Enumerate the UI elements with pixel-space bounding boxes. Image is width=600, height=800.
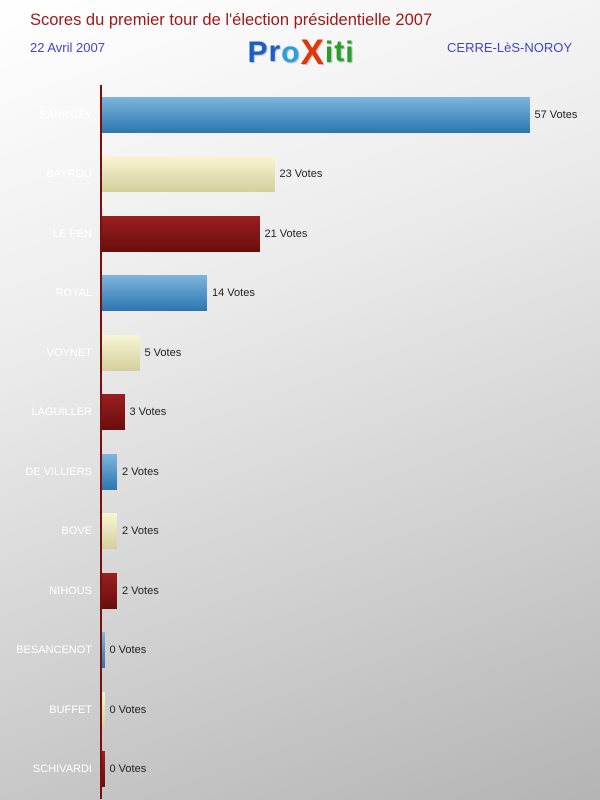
logo-letter: X <box>300 33 325 72</box>
bar-area: 23 Votes <box>100 144 600 204</box>
chart-row: DE VILLIERS 2 Votes <box>0 442 600 502</box>
vote-bar <box>102 394 125 431</box>
vote-count-label: 14 Votes <box>212 287 255 300</box>
bar-area: 2 Votes <box>100 442 600 502</box>
vote-count-label: 2 Votes <box>122 584 159 597</box>
candidate-label: BOVE <box>61 525 92 538</box>
chart-row: ROYAL 14 Votes <box>0 263 600 323</box>
logo-letter: P <box>247 36 269 69</box>
bar-area: 0 Votes <box>100 620 600 680</box>
vote-count-label: 21 Votes <box>264 227 308 240</box>
date-cell: 22 Avril 2007 <box>30 39 247 57</box>
logo-letter: i <box>345 36 355 69</box>
bar-area: 0 Votes <box>100 739 600 799</box>
bar-area: 5 Votes <box>100 323 600 383</box>
vote-count-label: 0 Votes <box>109 644 147 657</box>
candidate-label: ROYAL <box>55 287 92 300</box>
chart-row: SARKOZY 57 Votes <box>0 85 600 145</box>
bar-area: 21 Votes <box>100 204 600 264</box>
vote-bar <box>102 156 275 193</box>
bar-area: 0 Votes <box>100 680 600 740</box>
candidate-label: SCHIVARDI <box>32 763 92 776</box>
vote-count-label: 5 Votes <box>144 346 182 359</box>
vote-count-label: 0 Votes <box>109 763 147 776</box>
chart-row: LE PEN 21 Votes <box>0 204 600 264</box>
bar-area: 3 Votes <box>100 382 600 442</box>
vote-bar <box>102 215 260 252</box>
candidate-label: BESANCENOT <box>16 644 92 657</box>
header-subrow: 22 Avril 2007 ProXiti CERRE-LèS-NOROY <box>30 35 572 70</box>
chart-row: BUFFET 0 Votes <box>0 680 600 740</box>
vote-bar <box>102 572 117 609</box>
bar-area: 2 Votes <box>100 501 600 561</box>
election-date: 22 Avril 2007 <box>30 40 105 55</box>
vote-bar <box>102 513 117 550</box>
logo-letter: i <box>324 36 335 69</box>
chart-row: BESANCENOT 0 Votes <box>0 620 600 680</box>
bar-chart: SARKOZY 57 Votes BAYROU 23 Votes LE PEN 21 Vo… <box>0 85 600 799</box>
vote-bar <box>102 632 105 669</box>
vote-count-label: 0 Votes <box>109 703 147 716</box>
candidate-label: NIHOUS <box>49 584 92 597</box>
vote-bar <box>102 691 105 728</box>
chart-row: VOYNET 5 Votes <box>0 323 600 383</box>
page-title: Scores du premier tour de l'élection pré… <box>30 11 433 29</box>
vote-bar <box>102 334 140 371</box>
vote-bar <box>102 275 207 312</box>
vote-bar <box>102 453 117 490</box>
vote-count-label: 2 Votes <box>122 465 159 478</box>
logo-letter: o <box>281 36 301 69</box>
vote-bar <box>102 751 105 788</box>
vote-count-label: 23 Votes <box>279 168 323 181</box>
candidate-label: VOYNET <box>46 346 92 359</box>
bar-area: 14 Votes <box>100 263 600 323</box>
vote-count-label: 3 Votes <box>129 406 167 419</box>
vote-count-label: 57 Votes <box>534 108 578 121</box>
candidate-label: LE PEN <box>52 227 92 240</box>
chart-row: BOVE 2 Votes <box>0 501 600 561</box>
vote-bar <box>102 96 530 133</box>
candidate-label: LAGUILLER <box>31 406 92 419</box>
chart-row: LAGUILLER 3 Votes <box>0 382 600 442</box>
bar-area: 57 Votes <box>100 85 600 145</box>
location-name: CERRE-LèS-NOROY <box>447 40 573 55</box>
chart-row: BAYROU 23 Votes <box>0 144 600 204</box>
vote-count-label: 2 Votes <box>122 525 159 538</box>
header: Scores du premier tour de l'élection pré… <box>0 0 600 85</box>
bar-area: 2 Votes <box>100 561 600 621</box>
logo-letter: r <box>268 35 282 68</box>
candidate-label: BAYROU <box>46 168 92 181</box>
chart-row: NIHOUS 2 Votes <box>0 561 600 621</box>
candidate-label: BUFFET <box>49 703 92 716</box>
logo-letter: t <box>334 35 346 68</box>
chart-row: SCHIVARDI 0 Votes <box>0 739 600 799</box>
candidate-label: SARKOZY <box>39 108 92 121</box>
candidate-label: DE VILLIERS <box>25 465 92 478</box>
location-cell: CERRE-LèS-NOROY <box>355 39 572 57</box>
proxiti-logo: ProXiti <box>247 33 355 72</box>
